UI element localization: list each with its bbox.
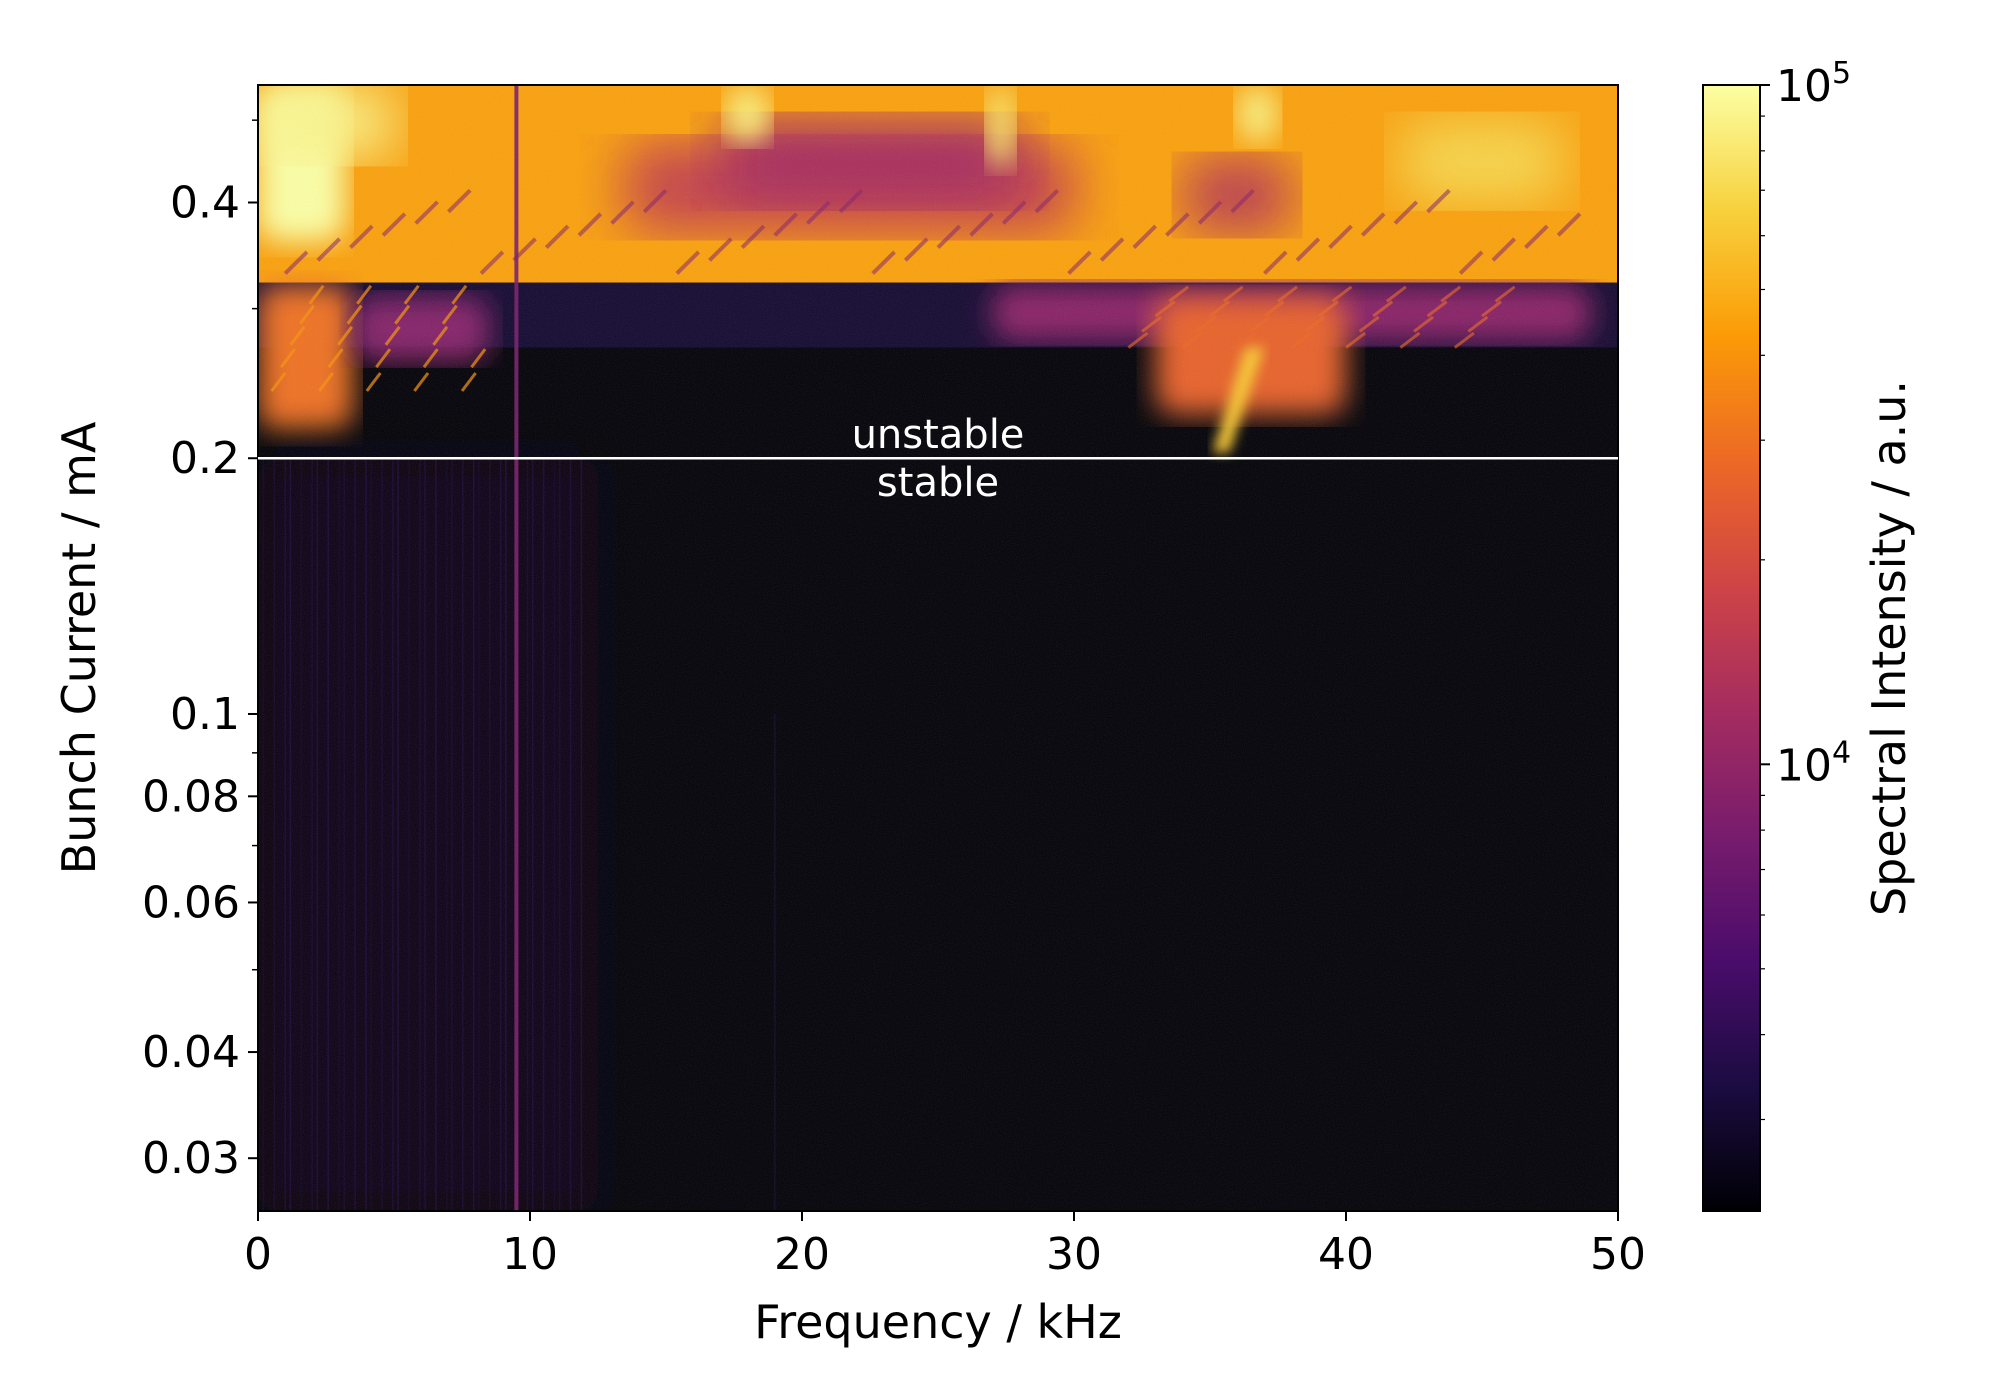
x-tick-label: 20 (774, 1229, 830, 1280)
colorbar-tick-label: 105 (1776, 56, 1851, 112)
colorbar-tick-exponent: 5 (1832, 56, 1851, 91)
y-tick-label: 0.08 (142, 771, 240, 822)
x-tick-label: 10 (502, 1229, 558, 1280)
annotation-stable: stable (877, 460, 999, 506)
heatmap-image (258, 85, 1618, 1211)
colorbar-tick-base: 10 (1776, 740, 1832, 791)
y-tick-label: 0.1 (170, 689, 240, 740)
x-axis: 0 10 20 30 40 50 (244, 1211, 1646, 1280)
x-tick-label: 30 (1046, 1229, 1102, 1280)
colorbar-gradient (1702, 84, 1761, 1212)
annotation-unstable: unstable (852, 412, 1025, 458)
heatmap-plot-area (257, 84, 1619, 1212)
x-tick-label: 0 (244, 1229, 272, 1280)
speckle-noise (258, 85, 1618, 1211)
y-tick-label: 0.06 (142, 877, 240, 928)
x-tick-label: 40 (1318, 1229, 1374, 1280)
colorbar-label: Spectral Intensity / a.u. (1862, 380, 1916, 916)
y-tick-label: 0.2 (170, 433, 240, 484)
y-axis: 0.03 0.04 0.06 0.08 0.1 0.2 0.4 (142, 119, 258, 1184)
colorbar-tick-base: 10 (1776, 61, 1832, 112)
x-tick-label: 50 (1590, 1229, 1646, 1280)
colorbar-tick-exponent: 4 (1832, 735, 1851, 770)
y-axis-label: Bunch Current / mA (52, 421, 106, 874)
colorbar-tick-label: 104 (1776, 735, 1851, 791)
y-tick-label: 0.03 (142, 1133, 240, 1184)
y-tick-label: 0.04 (142, 1027, 240, 1078)
y-tick-label: 0.4 (170, 177, 240, 228)
x-axis-label: Frequency / kHz (754, 1295, 1122, 1349)
plot-frame (257, 84, 1619, 1212)
